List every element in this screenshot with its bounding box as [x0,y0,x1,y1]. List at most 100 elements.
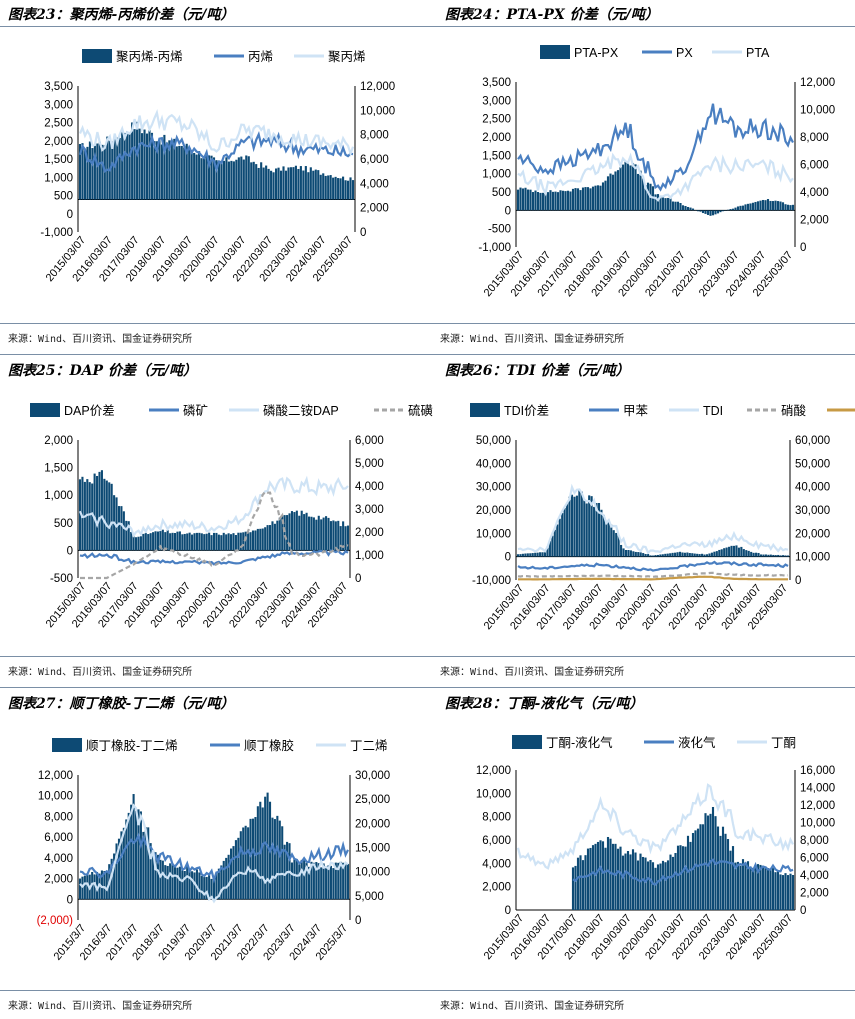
bar [597,502,601,557]
bar [137,536,140,551]
bar [232,161,235,200]
bar [149,843,152,900]
bar [756,864,760,910]
bar [314,169,317,200]
y-tick-label: 2,000 [482,132,511,144]
y-tick-label: 1,000 [44,490,73,502]
pp-propylene-spread-chart: -1,000 0 500 1,000 1,500 2,000 2,500 3,000 3,500… [40,49,395,284]
bar [669,854,672,910]
bar [81,143,84,200]
y-tick-label: 6,000 [482,835,511,847]
bar [604,180,607,211]
y2-tick-label: 10,000 [800,105,835,117]
bar [116,137,119,200]
bar [686,552,689,557]
bar [302,170,305,200]
bar [165,142,168,200]
bar [117,506,121,551]
bar [282,166,285,200]
legend-swatch [512,735,542,749]
y-tick-label: 0 [505,552,511,564]
bar [609,173,612,211]
bar [696,553,699,557]
bar [646,182,650,211]
bar [93,473,96,551]
bar [349,177,352,200]
y2-tick-label: 2,000 [360,203,389,215]
bar [600,509,603,557]
bar [791,204,795,211]
bar [261,807,264,900]
y2-tick-label: 6,000 [800,853,829,865]
legend-label: 丙烯 [248,50,273,64]
bar [746,203,750,211]
bar [239,831,242,900]
bar [212,877,216,900]
bar [586,848,590,910]
bar [329,521,332,551]
bar [265,165,268,200]
bar [310,516,313,551]
bar [166,530,169,551]
bar [169,863,172,900]
bar [190,150,193,200]
bar [701,553,704,557]
legend-label: PTA [746,46,770,60]
bar [596,185,600,211]
bar [521,553,524,557]
bar [297,168,300,200]
legend-label: 甲苯 [623,404,649,418]
bar [566,502,569,557]
y2-tick-label: 5,000 [355,458,384,470]
bar [134,810,138,900]
bar [131,122,134,200]
bar [708,553,711,557]
bar [683,552,686,557]
source-note: 来源：Wind、百川资讯、国金证券研究所 [440,667,625,678]
bar [726,209,730,211]
bar [173,865,177,900]
bar [268,525,272,551]
bar [312,862,315,900]
panel-title: 图表27：顺丁橡胶-丁二烯（元/吨） [8,696,235,712]
bar [247,156,250,200]
bar [664,198,667,211]
y-tick-label: 3,500 [44,81,73,93]
bar [342,176,345,200]
bar [320,867,323,900]
bar [93,874,96,900]
bar [144,827,147,900]
bar [575,495,578,557]
bar [622,548,625,557]
y-tick-label: 20,000 [476,505,511,517]
source-note: 来源：Wind、百川资讯、国金证券研究所 [8,1001,193,1012]
y2-tick-label: 60,000 [795,435,830,447]
bar [210,155,213,200]
bar [220,865,223,900]
bar [96,475,99,551]
y-tick-label: 500 [54,191,73,203]
bar [639,170,642,211]
bar [239,532,242,551]
legend-label: PTA-PX [574,46,619,60]
bar [134,537,138,551]
bar [689,207,692,211]
bar [591,845,595,910]
bar [543,552,547,557]
bar [286,841,289,900]
mek-lpg-spread-chart: 0 2,000 4,000 6,000 8,000 10,000 12,000 0 2,000 4… [476,735,835,962]
bar [142,831,145,900]
bar [693,553,696,557]
bar [634,852,637,910]
bar [249,532,252,551]
bar [312,170,315,200]
bar [78,144,82,200]
bar [300,859,303,900]
bar [574,188,577,211]
bar [205,154,208,200]
bar [329,865,332,900]
y-tick-label: 12,000 [476,765,511,777]
bar [781,202,785,211]
bar [536,552,539,557]
bar [544,193,547,211]
